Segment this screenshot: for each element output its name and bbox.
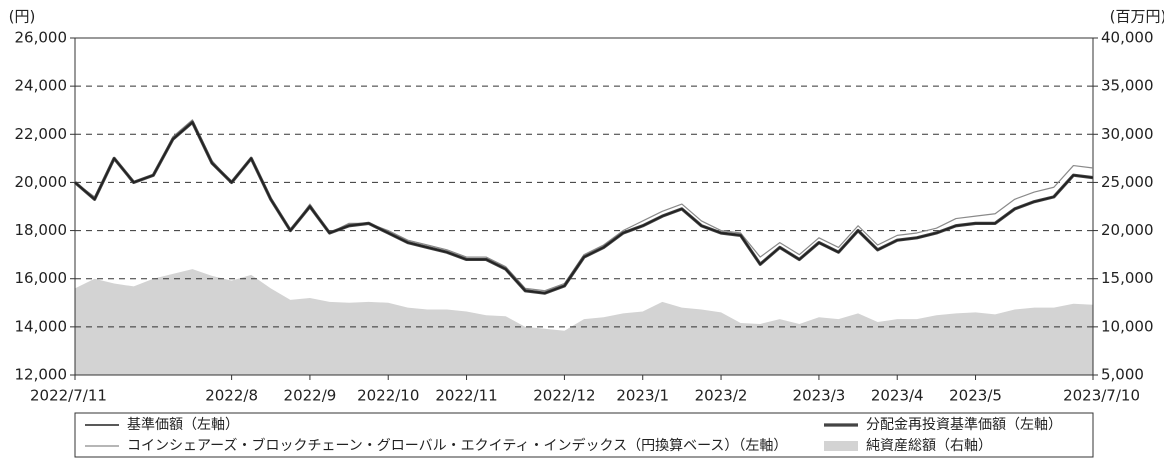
legend-label: 純資産総額（右軸） xyxy=(866,438,992,454)
y-unit-label: (円) xyxy=(9,8,36,26)
y2-tick-label: 15,000 xyxy=(1101,269,1154,287)
y2-tick-label: 20,000 xyxy=(1101,221,1154,239)
area xyxy=(75,269,1093,375)
y-tick-label: 24,000 xyxy=(15,77,68,95)
plot-frame xyxy=(74,37,1094,376)
y2-tick-label: 30,000 xyxy=(1101,125,1154,143)
x-tick-label: 2022/9 xyxy=(284,387,337,405)
legend-label: 基準価額（左軸） xyxy=(127,416,239,433)
y2-tick-label: 10,000 xyxy=(1101,317,1154,335)
legend-box xyxy=(74,412,1094,458)
x-tick-label: 2022/11 xyxy=(435,387,497,405)
y-tick-label: 14,000 xyxy=(15,317,68,335)
y-tick-label: 18,000 xyxy=(15,221,68,239)
legend-label: コインシェアーズ・ブロックチェーン・グローバル・エクイティ・インデックス（円換算… xyxy=(127,437,787,454)
y-tick-label: 16,000 xyxy=(15,269,68,287)
x-tick-label: 2022/10 xyxy=(357,387,419,405)
x-tick-label: 2023/7/10 xyxy=(1063,387,1140,405)
y2-tick-label: 25,000 xyxy=(1101,173,1154,191)
y-tick-label: 12,000 xyxy=(15,366,68,384)
y-tick-label: 26,000 xyxy=(15,29,68,47)
x-tick-label: 2023/2 xyxy=(695,387,748,405)
legend-swatch xyxy=(824,441,858,451)
y2-tick-label: 40,000 xyxy=(1101,29,1154,47)
line xyxy=(74,121,1094,294)
y-tick-label: 20,000 xyxy=(15,173,68,191)
y-tick-label: 22,000 xyxy=(15,125,68,143)
line xyxy=(74,119,1094,292)
x-tick-label: 2023/3 xyxy=(793,387,846,405)
y2-tick-label: 5,000 xyxy=(1101,366,1144,384)
x-tick-label: 2022/7/11 xyxy=(30,387,107,405)
legend-label: 分配金再投資基準価額（左軸） xyxy=(866,416,1062,433)
y2-unit-label: (百万円) xyxy=(1110,8,1164,26)
x-tick-label: 2022/8 xyxy=(205,387,258,405)
y2-tick-label: 35,000 xyxy=(1101,77,1154,95)
x-tick-label: 2022/12 xyxy=(533,387,595,405)
line xyxy=(73,120,1094,295)
x-tick-label: 2023/1 xyxy=(616,387,669,405)
x-tick-label: 2023/5 xyxy=(949,387,1002,405)
x-tick-label: 2023/4 xyxy=(871,387,924,405)
